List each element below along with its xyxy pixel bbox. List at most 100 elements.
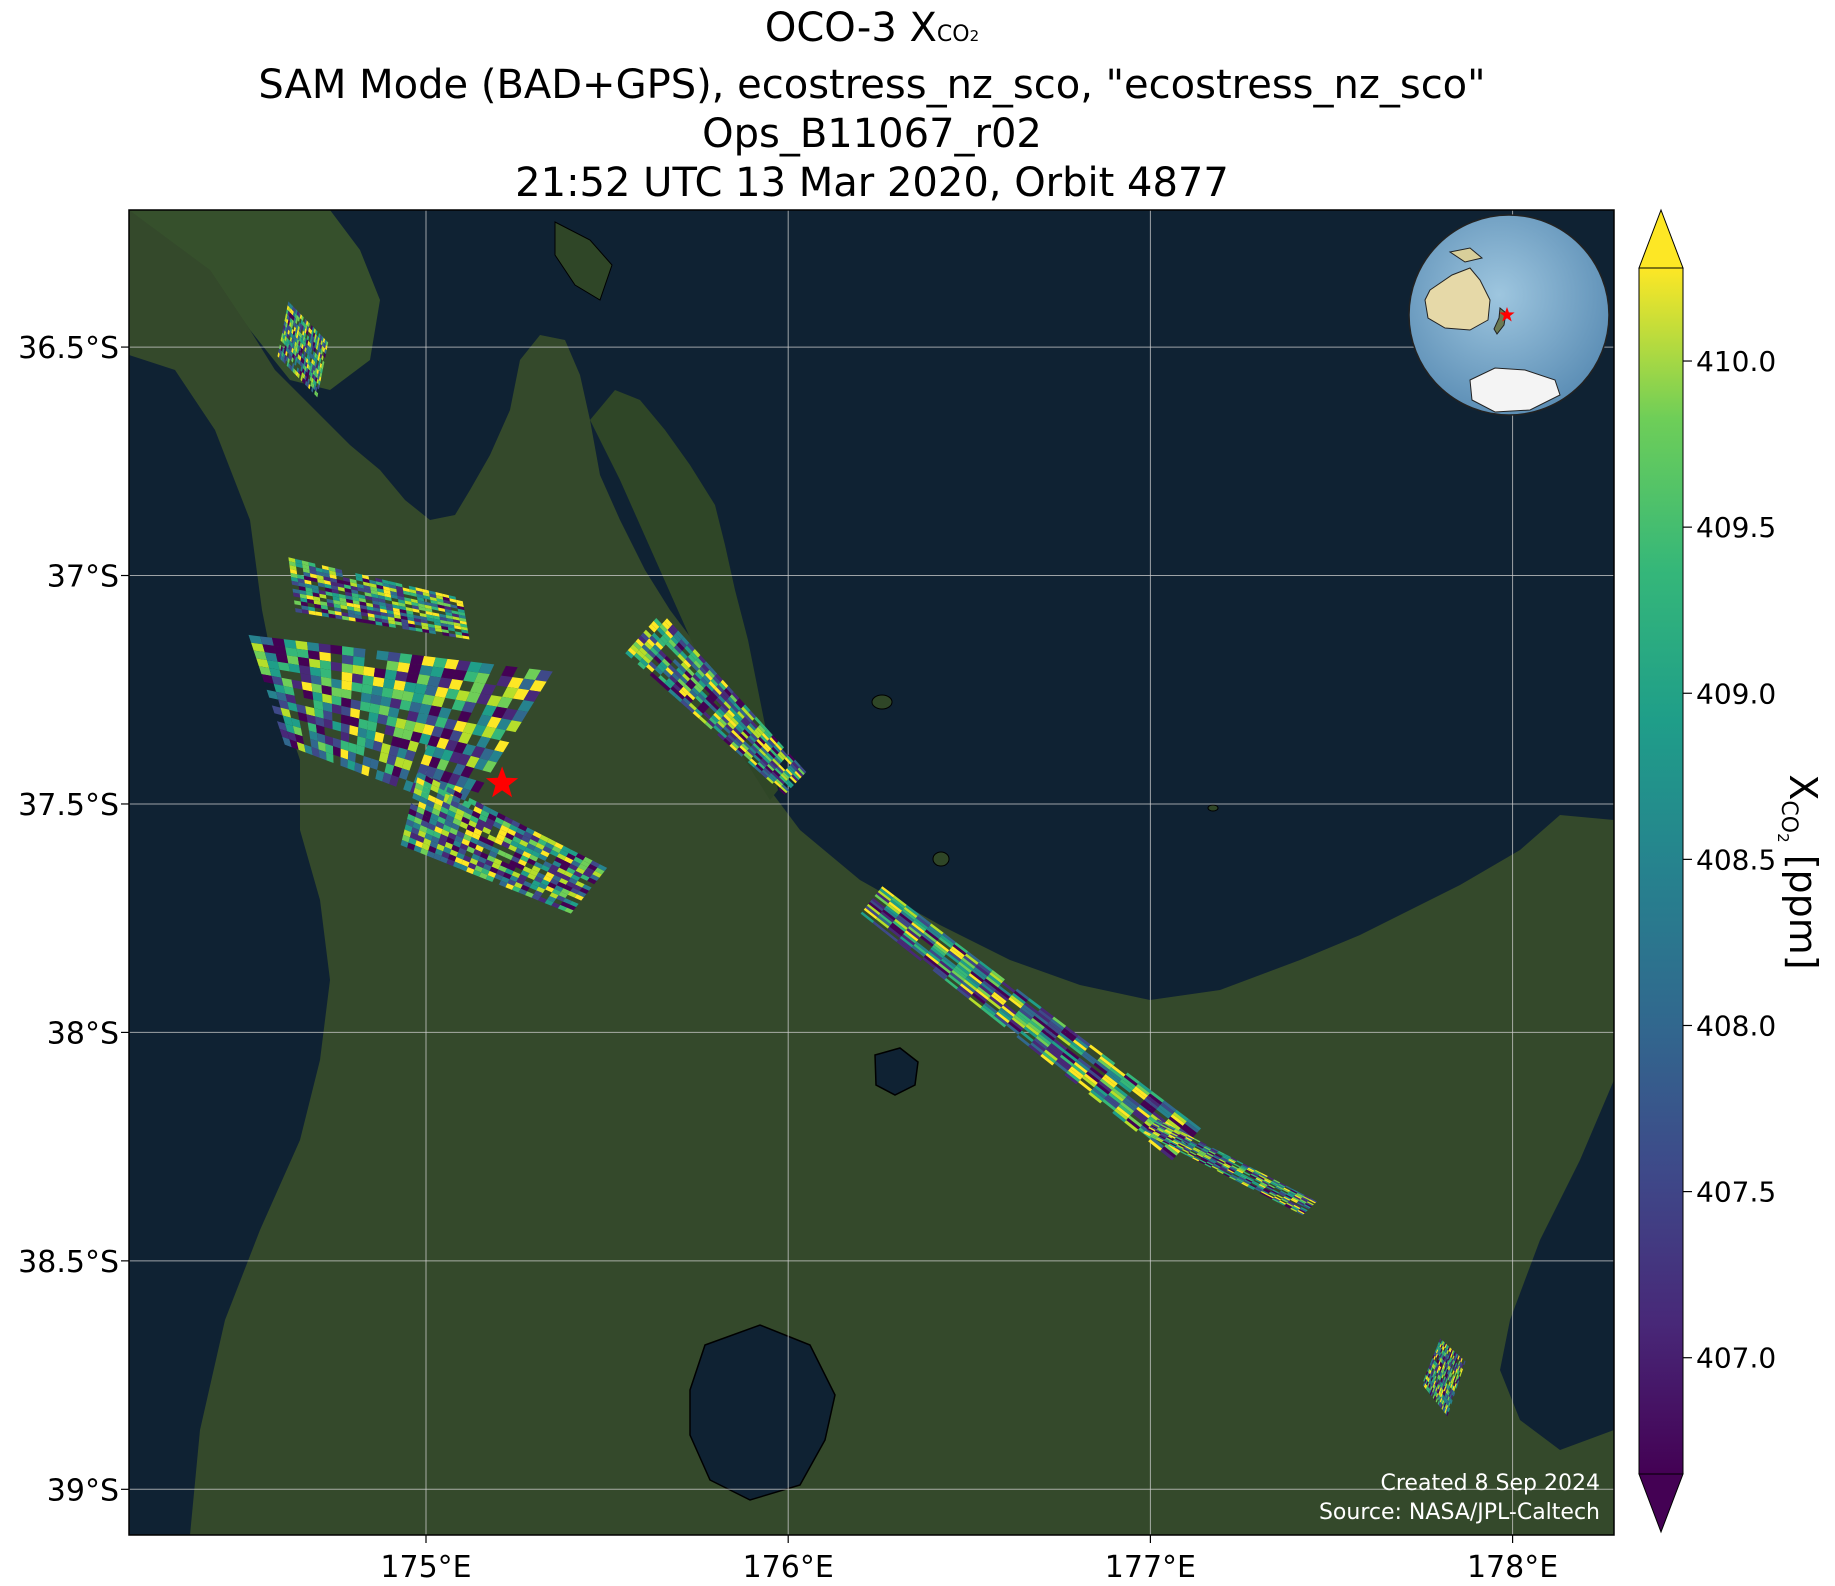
sounding-footprint: [1018, 1008, 1033, 1021]
sounding-footprint: [376, 588, 385, 593]
sounding-footprint: [880, 911, 895, 923]
swath-main-block: [248, 634, 553, 814]
sounding-footprint: [295, 558, 303, 565]
sounding-footprint: [739, 708, 747, 717]
sounding-footprint: [480, 852, 489, 860]
sounding-footprint: [471, 832, 481, 841]
sounding-footprint: [286, 655, 300, 666]
sounding-footprint: [489, 808, 499, 817]
sounding-footprint: [676, 667, 685, 676]
sounding-footprint: [1445, 1367, 1448, 1373]
sounding-footprint: [786, 755, 794, 764]
sounding-footprint: [295, 324, 299, 330]
sounding-footprint: [525, 891, 534, 898]
sounding-footprint: [482, 863, 492, 871]
sounding-footprint: [1150, 1136, 1165, 1149]
sounding-footprint: [367, 720, 378, 732]
sounding-footprint: [1270, 1181, 1279, 1186]
sounding-footprint: [389, 584, 397, 590]
sounding-footprint: [1293, 1195, 1301, 1201]
sounding-footprint: [656, 626, 666, 636]
sounding-footprint: [570, 887, 580, 895]
sounding-footprint: [980, 1006, 995, 1019]
sounding-footprint: [1441, 1359, 1444, 1364]
sounding-footprint: [453, 861, 462, 869]
sounding-footprint: [665, 641, 675, 651]
sounding-footprint: [313, 600, 321, 605]
sounding-footprint: [313, 365, 316, 372]
sounding-footprint: [939, 960, 953, 972]
sounding-footprint: [776, 766, 784, 774]
sounding-footprint: [431, 696, 446, 708]
sounding-footprint: [436, 758, 450, 771]
sounding-footprint: [774, 743, 783, 752]
sounding-footprint: [298, 582, 306, 588]
sounding-footprint: [544, 842, 555, 850]
sounding-footprint: [1444, 1392, 1447, 1398]
sounding-footprint: [973, 990, 988, 1003]
sounding-footprint: [1437, 1384, 1440, 1390]
sounding-footprint: [1440, 1344, 1443, 1349]
sounding-footprint: [963, 979, 978, 991]
sounding-footprint: [1430, 1385, 1433, 1391]
sounding-footprint: [401, 834, 410, 843]
sounding-footprint: [1219, 1157, 1228, 1163]
sounding-footprint: [314, 603, 322, 609]
sounding-footprint: [1240, 1165, 1248, 1170]
sounding-footprint: [1155, 1129, 1163, 1134]
sounding-footprint: [707, 694, 716, 703]
sounding-footprint: [1257, 1184, 1265, 1190]
sounding-footprint: [300, 376, 303, 382]
sounding-footprint: [297, 656, 310, 667]
globe-antarctica: [1469, 367, 1561, 413]
sounding-footprint: [1266, 1176, 1275, 1181]
sounding-footprint: [1454, 1367, 1457, 1373]
sounding-footprint: [1270, 1190, 1279, 1195]
sounding-footprint: [427, 735, 441, 748]
sounding-footprint: [505, 832, 515, 841]
sounding-footprint: [741, 743, 749, 751]
sounding-footprint: [440, 749, 454, 762]
sounding-footprint: [348, 613, 356, 618]
sounding-footprint: [1041, 1029, 1056, 1041]
sounding-footprint: [1450, 1383, 1453, 1389]
sounding-footprint: [299, 314, 303, 320]
sounding-footprint: [1166, 1136, 1174, 1141]
sounding-footprint: [1217, 1150, 1226, 1155]
sounding-footprint: [413, 787, 422, 797]
sounding-footprint: [719, 692, 728, 702]
sounding-footprint: [1428, 1389, 1432, 1395]
sounding-footprint: [689, 689, 698, 698]
sounding-footprint: [287, 301, 290, 307]
sounding-footprint: [1208, 1150, 1216, 1155]
sounding-footprint: [1142, 1100, 1157, 1112]
sounding-footprint: [354, 610, 362, 616]
sounding-footprint: [488, 850, 498, 859]
sounding-footprint: [425, 607, 433, 613]
sounding-footprint: [1436, 1358, 1439, 1364]
sounding-footprint: [289, 308, 293, 314]
sounding-footprint: [301, 560, 309, 566]
sounding-footprint: [316, 574, 324, 581]
sounding-footprint: [1451, 1364, 1454, 1370]
sounding-footprint: [1048, 1020, 1063, 1033]
sounding-footprint: [1151, 1133, 1159, 1138]
sounding-footprint: [1424, 1378, 1427, 1384]
sounding-footprint: [318, 589, 326, 595]
sounding-footprint: [310, 325, 313, 331]
sounding-footprint: [1445, 1393, 1448, 1399]
sounding-footprint: [1429, 1365, 1432, 1371]
sounding-footprint: [299, 370, 303, 377]
sounding-footprint: [531, 850, 541, 858]
sounding-footprint: [752, 742, 761, 751]
sounding-footprint: [1269, 1182, 1278, 1187]
sounding-footprint: [1038, 1009, 1053, 1021]
sounding-footprint: [332, 592, 340, 598]
sounding-footprint: [308, 610, 316, 616]
sounding-footprint: [756, 726, 764, 735]
sounding-footprint: [675, 630, 684, 640]
sounding-footprint: [279, 344, 282, 350]
sounding-footprint: [517, 843, 527, 852]
sounding-footprint: [763, 767, 772, 775]
